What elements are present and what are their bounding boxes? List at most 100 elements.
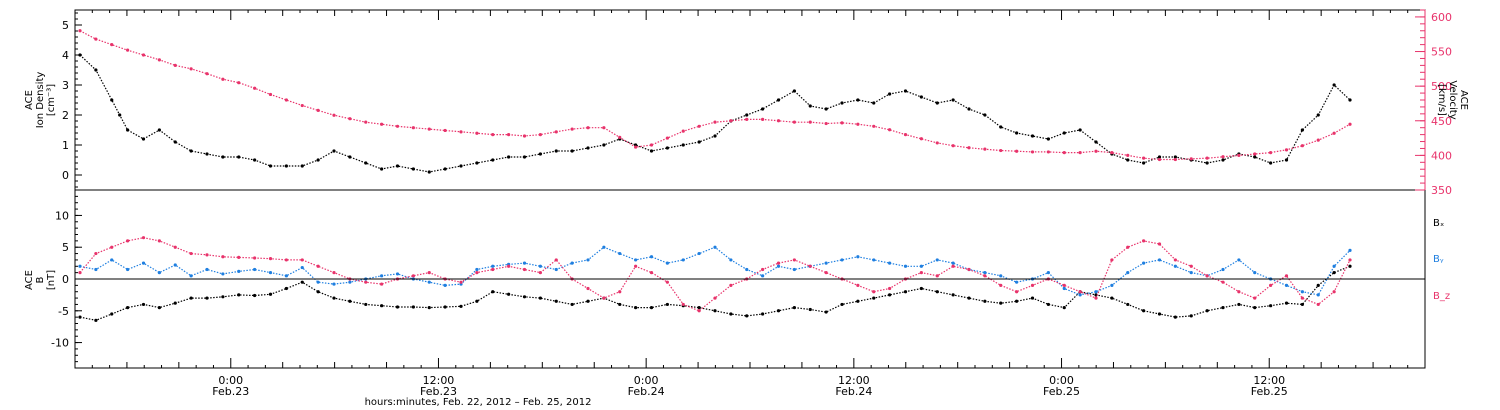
bx-point (1046, 302, 1050, 307)
velocity-point (951, 144, 955, 148)
top-left-title-line-1: ACE (24, 90, 35, 110)
velocity-line (79, 30, 1351, 161)
bz-line (79, 237, 1351, 312)
bottom-panel-marks (78, 236, 1352, 322)
top-left-title-line-2: Ion Density (35, 72, 46, 129)
by-point (78, 264, 82, 268)
velocity-point (729, 119, 733, 123)
x-tick-label-time: 0:00 (1049, 374, 1074, 387)
top-right-title-line-2: Velocity (1447, 80, 1458, 119)
top-right-tick-label: 350 (1431, 184, 1452, 197)
by-point (570, 261, 574, 265)
top-right-axis-title: ACE Velocity [km/s] (1436, 80, 1469, 119)
top-panel-marks (78, 29, 1352, 174)
top-left-axis-title: ACE Ion Density [cm⁻³] (24, 72, 57, 129)
bottom-left-tick-label: 0 (62, 273, 69, 286)
by-point (284, 274, 288, 278)
bottom-left-tick-label: -10 (51, 337, 69, 350)
by-line (79, 246, 1351, 296)
bx-point (157, 306, 161, 310)
top-left-title-line-3: [cm⁻³] (46, 84, 57, 116)
x-tick-label-date: Feb.23 (420, 385, 457, 398)
ion-density-point (522, 155, 527, 159)
ion-density-point (491, 158, 495, 162)
velocity-point (443, 128, 447, 133)
bx-line (79, 265, 1351, 321)
ion-density-point (1030, 134, 1035, 138)
top-left-tick-label: 5 (62, 19, 69, 32)
top-left-tick-label: 3 (62, 79, 69, 92)
top-right-tick-label: 550 (1431, 46, 1452, 59)
velocity-point (1269, 151, 1273, 155)
legend-bz: B_z (1433, 291, 1450, 302)
x-tick-label-time: 12:00 (838, 374, 870, 387)
bx-point (1015, 299, 1019, 303)
top-panel-frame (74, 9, 1426, 191)
by-point (1015, 280, 1019, 284)
bx-point (253, 293, 257, 298)
x-tick-label-date: Feb.24 (835, 385, 872, 398)
bx-point (237, 293, 241, 297)
by-point (792, 267, 796, 272)
bottom-left-tick-label: 10 (55, 209, 69, 222)
x-tick-label-date: Feb.24 (628, 385, 665, 398)
top-left-tick-label: 2 (62, 109, 69, 122)
top-left-tick-label: 1 (62, 139, 69, 152)
bottom-left-tick-label: 5 (62, 241, 69, 254)
by-point (888, 261, 892, 265)
bx-point (395, 305, 400, 309)
ion-density-point (903, 89, 908, 93)
bz-point (284, 258, 288, 262)
ion-density-point (1284, 158, 1289, 162)
legend-by: Bᵧ (1433, 254, 1444, 265)
bottom-left-axis-title: ACE B [nT] (24, 270, 57, 290)
bx-point (792, 306, 796, 310)
bx-point (1253, 306, 1257, 310)
bottom-panel-axes: -10-505100:00Feb.2312:00Feb.230:00Feb.24… (51, 195, 1409, 398)
ion-density-line (79, 54, 1351, 173)
x-tick-label-time: 0:00 (634, 374, 659, 387)
ion-density-point (475, 161, 479, 165)
bx-point (935, 290, 939, 294)
ion-density-point (268, 164, 273, 168)
top-right-tick-label: 500 (1431, 80, 1452, 93)
top-right-tick-label: 400 (1431, 149, 1452, 162)
velocity-point (491, 133, 495, 137)
bx-point (697, 306, 701, 310)
bx-point (856, 299, 860, 303)
ion-density-point (570, 149, 574, 153)
ion-density-point (824, 107, 828, 111)
ion-density-point (237, 155, 241, 159)
velocity-point (380, 122, 384, 126)
bz-point (776, 261, 781, 265)
ion-density-point (221, 155, 225, 159)
x-tick-label-date: Feb.25 (1043, 385, 1080, 398)
x-tick-label-time: 12:00 (423, 374, 455, 387)
bottom-left-title-line-3: [nT] (46, 270, 57, 290)
velocity-point (395, 124, 400, 128)
by-point (443, 283, 447, 287)
by-point (1348, 248, 1352, 252)
velocity-point (1110, 151, 1114, 155)
bx-point (570, 302, 574, 307)
bz-point (411, 274, 415, 278)
bz-point (237, 255, 241, 259)
bz-point (78, 271, 82, 275)
top-right-tick-label: 600 (1431, 11, 1452, 24)
velocity-point (999, 148, 1003, 153)
by-point (1094, 290, 1098, 294)
top-right-title-line-1: ACE (1458, 90, 1469, 110)
by-point (983, 271, 987, 275)
by-point (761, 274, 765, 278)
velocity-point (1015, 149, 1019, 153)
bottom-left-tick-label: -5 (58, 305, 69, 318)
bx-point (443, 305, 447, 309)
top-left-tick-label: 0 (62, 169, 69, 182)
top-left-tick-label: 4 (62, 49, 69, 62)
bz-point (872, 290, 876, 294)
velocity-point (776, 119, 781, 123)
velocity-point (792, 120, 796, 124)
bx-point (205, 296, 209, 300)
velocity-point (840, 121, 844, 125)
